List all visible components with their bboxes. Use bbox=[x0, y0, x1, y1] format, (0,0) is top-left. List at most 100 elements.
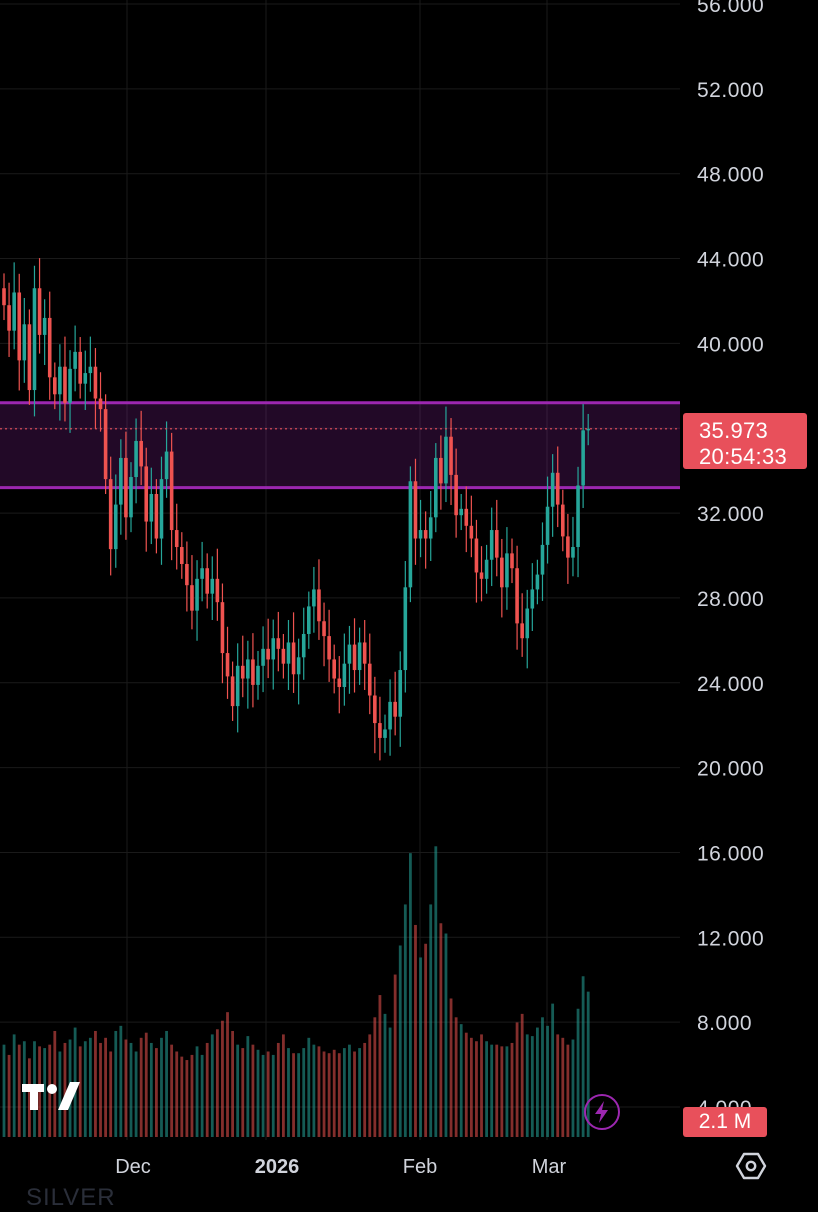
candle-body bbox=[317, 589, 321, 622]
price-axis[interactable]: 56.00052.00048.00044.00040.00036.00032.0… bbox=[697, 0, 764, 1120]
candle bbox=[108, 456, 113, 576]
price-tick-label: 16.000 bbox=[697, 842, 764, 865]
volume-bar bbox=[271, 1054, 275, 1137]
volume-bar bbox=[536, 1027, 539, 1137]
candle bbox=[550, 454, 555, 537]
candle bbox=[261, 626, 265, 693]
candle bbox=[545, 476, 550, 564]
volume-bar bbox=[373, 1017, 377, 1137]
volume-bar bbox=[119, 1025, 123, 1137]
candle bbox=[428, 491, 433, 562]
lightning-bolt-icon[interactable] bbox=[584, 1094, 620, 1130]
volume-bar bbox=[388, 1027, 392, 1137]
candle bbox=[373, 676, 377, 754]
candle-body bbox=[388, 701, 392, 730]
candle bbox=[403, 561, 408, 693]
candle-body bbox=[571, 547, 575, 558]
candle-body bbox=[555, 472, 560, 505]
candle bbox=[393, 671, 397, 736]
volume-bar bbox=[287, 1048, 290, 1137]
volume-bar bbox=[165, 1030, 168, 1137]
candle-body bbox=[139, 440, 143, 467]
candle bbox=[449, 418, 453, 506]
candle bbox=[174, 503, 179, 570]
candle bbox=[281, 633, 286, 679]
volume-bar bbox=[155, 1048, 158, 1137]
candle bbox=[58, 344, 62, 421]
settings-hexagon-icon[interactable] bbox=[735, 1150, 767, 1182]
volume-bar bbox=[358, 1048, 361, 1137]
candle bbox=[68, 350, 72, 433]
candle-body bbox=[281, 648, 286, 664]
volume-bar bbox=[429, 904, 433, 1137]
time-axis[interactable]: Dec 2026 Feb Mar bbox=[115, 1156, 566, 1178]
candle-body bbox=[510, 553, 514, 569]
volume-bar bbox=[144, 1032, 148, 1137]
candle-body bbox=[215, 578, 220, 603]
candle-body bbox=[449, 436, 453, 475]
volume-bars bbox=[2, 846, 590, 1137]
candle-body bbox=[225, 653, 230, 677]
volume-bar bbox=[317, 1046, 321, 1137]
candle bbox=[286, 619, 291, 690]
candle-body bbox=[149, 493, 154, 522]
volume-bar bbox=[99, 1042, 102, 1137]
candle-body bbox=[37, 288, 42, 335]
volume-bar bbox=[403, 904, 407, 1137]
volume-bar bbox=[292, 1053, 295, 1137]
volume-bar bbox=[149, 1042, 153, 1137]
volume-bar bbox=[109, 1051, 113, 1137]
tradingview-logo[interactable] bbox=[22, 1080, 80, 1112]
volume-bar bbox=[43, 1048, 47, 1137]
volume-bar bbox=[571, 1039, 575, 1137]
candle-body bbox=[408, 481, 413, 588]
candle-body bbox=[423, 530, 428, 539]
candle-body bbox=[545, 506, 550, 545]
candle-body bbox=[296, 657, 301, 675]
candle-body bbox=[576, 485, 580, 548]
volume-bar bbox=[475, 1041, 478, 1137]
volume-bar bbox=[170, 1044, 174, 1137]
volume-bar bbox=[541, 1017, 544, 1137]
candle-body bbox=[93, 366, 98, 399]
candle bbox=[571, 516, 575, 577]
candle-body bbox=[88, 366, 93, 374]
candle-body bbox=[185, 563, 189, 586]
candle-body bbox=[271, 638, 276, 660]
candle-body bbox=[169, 451, 174, 531]
candle-body bbox=[58, 366, 62, 395]
volume-bar bbox=[221, 1020, 224, 1137]
candle bbox=[78, 337, 82, 399]
candle bbox=[398, 651, 403, 747]
volume-bar bbox=[500, 1046, 504, 1137]
candle bbox=[129, 462, 133, 533]
candle bbox=[566, 513, 570, 584]
zone-fill bbox=[0, 402, 680, 488]
candle-body bbox=[98, 398, 103, 410]
volume-bar bbox=[215, 1029, 219, 1137]
volume-bar bbox=[556, 1034, 560, 1137]
volume-bar bbox=[63, 1042, 67, 1137]
candle bbox=[88, 336, 93, 392]
candle-body bbox=[205, 568, 209, 594]
volume-bar bbox=[53, 1030, 57, 1137]
current-price-badge: 35.973 20:54:33 bbox=[683, 413, 807, 469]
candle bbox=[276, 611, 281, 672]
candle bbox=[42, 299, 47, 366]
candle bbox=[444, 406, 448, 503]
candle-body bbox=[63, 366, 67, 403]
volume-bar bbox=[495, 1044, 499, 1137]
candle bbox=[139, 410, 143, 486]
volume-bar bbox=[525, 1034, 529, 1137]
candle bbox=[185, 541, 189, 612]
volume-bar bbox=[505, 1046, 509, 1137]
candle bbox=[169, 432, 174, 561]
candle bbox=[454, 448, 458, 538]
volume-bar bbox=[12, 1034, 16, 1137]
candle-body bbox=[53, 377, 57, 395]
candle bbox=[434, 443, 438, 533]
volume-badge: 2.1 M bbox=[683, 1107, 767, 1137]
candle-body bbox=[200, 568, 204, 579]
symbol-label: SILVER bbox=[26, 1184, 116, 1211]
